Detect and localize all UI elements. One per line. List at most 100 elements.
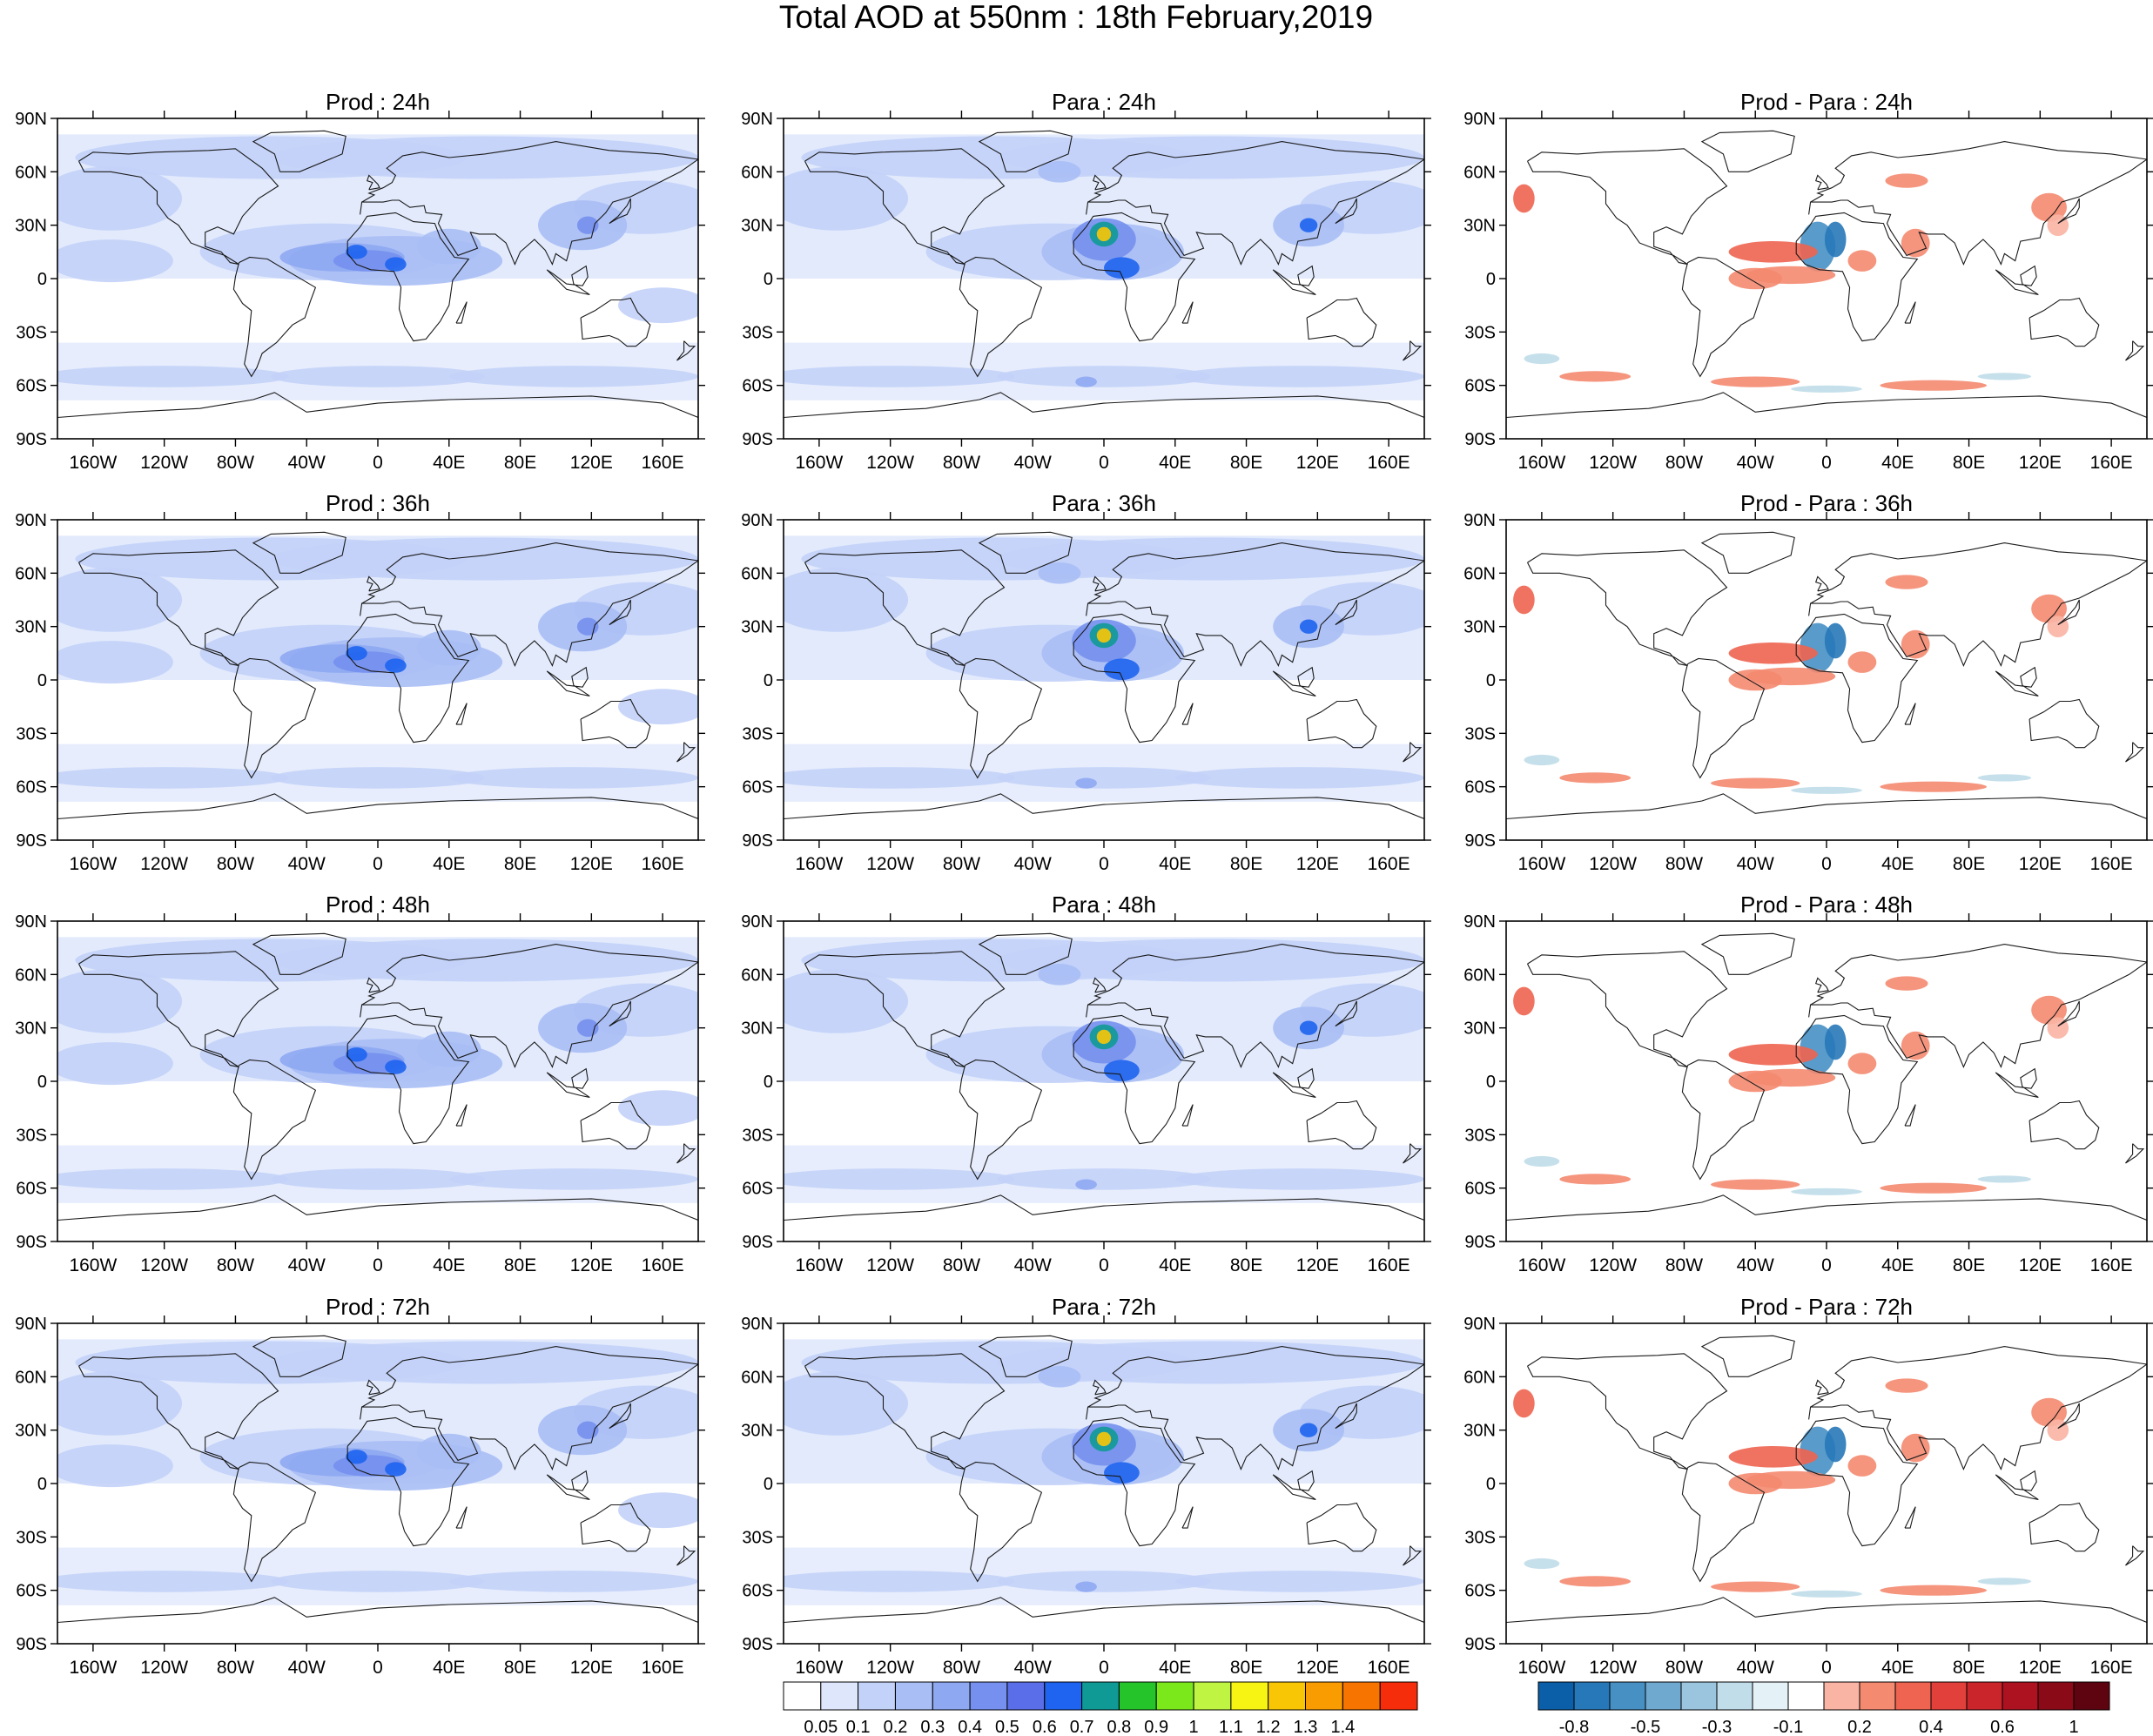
colorbar-label: 1: [1189, 1718, 1199, 1736]
lon-label: 160E: [642, 1255, 684, 1275]
lat-label: 90N: [1463, 1315, 1496, 1334]
coastline-indonesia: [546, 1067, 590, 1098]
lon-label: 40W: [1014, 1658, 1052, 1678]
aod-blob: [271, 537, 698, 581]
lon-label: 120W: [1589, 453, 1637, 473]
lat-label: 90N: [1463, 511, 1496, 530]
coastline-madagascar: [1181, 703, 1194, 725]
aod-blob: [1174, 767, 1424, 789]
colorbar-box: [820, 1681, 859, 1711]
aod-blob: [1174, 1571, 1424, 1592]
field-layer: [784, 921, 1424, 1241]
aod-blob: [1299, 1423, 1318, 1437]
coastline-africa: [346, 212, 470, 342]
lat-label: 90N: [15, 511, 47, 530]
diff-blob: [1711, 777, 1800, 789]
coastline-japan: [609, 1403, 631, 1430]
aod-blob: [271, 939, 698, 982]
lon-label: 160W: [69, 854, 117, 874]
lon-label: 120E: [1296, 453, 1339, 473]
coastlines: [1506, 130, 2147, 419]
aod-blob: [1096, 1029, 1112, 1045]
colorbar-label: 0.9: [1144, 1718, 1168, 1736]
diff-blob: [1824, 221, 1847, 258]
lon-label: 120W: [1589, 854, 1637, 874]
coastline-australia: [1306, 1100, 1377, 1150]
lat-label: 30N: [15, 1422, 47, 1441]
aod-blob: [57, 1168, 289, 1190]
lat-label: 90S: [16, 1233, 47, 1252]
aod-blob: [1104, 1462, 1140, 1484]
lon-label: 40W: [1737, 1255, 1774, 1275]
aod-blob: [57, 969, 183, 1033]
aod-blob: [57, 1042, 173, 1086]
lon-label: 40W: [1014, 453, 1052, 473]
coastline-australia: [2029, 297, 2100, 347]
diff-blob: [1847, 250, 1877, 272]
lat-label: 0: [1486, 270, 1496, 289]
lat-label: 60S: [742, 377, 773, 396]
lat-label: 90N: [15, 110, 47, 129]
aod-blob: [448, 1168, 698, 1190]
diff-blob: [1791, 385, 1862, 393]
coastline-southAmerica: [1681, 657, 1766, 779]
coastline-britain: [1814, 575, 1829, 592]
lat-label: 30S: [16, 323, 47, 342]
aod-blob: [784, 366, 1015, 387]
coastline-britain: [367, 977, 380, 993]
diff-blob: [1847, 1053, 1877, 1074]
aod-blob: [1038, 562, 1081, 584]
lon-label: 80W: [217, 1255, 254, 1275]
diff-blob: [2031, 594, 2068, 623]
lon-label: 40E: [1159, 453, 1191, 473]
aod-blob: [997, 136, 1424, 179]
lon-label: 0: [1099, 453, 1109, 473]
colorbar-label: 0.1: [846, 1718, 871, 1736]
field-layer: [1506, 1323, 2147, 1644]
colorbar-box: [1081, 1681, 1120, 1711]
aod-blob: [784, 1168, 1015, 1190]
lon-label: 40E: [1159, 854, 1191, 874]
figure-title: Total AOD at 550nm : 18th February,2019: [779, 0, 1373, 35]
diff-blob: [1711, 1581, 1800, 1592]
colorbars: 0.05 0.1 0.2 0.3 0.4 0.5 0.6 0.7 0.8 0.9 1 1.1 1.2 1.…: [783, 1681, 2110, 1736]
coastline-antarctica: [784, 793, 1424, 820]
field-layer: [784, 520, 1424, 840]
coastline-antarctica: [784, 1194, 1424, 1221]
map-panel: Prod - Para : 48h90N60N30N030S60S90S160W…: [1463, 892, 2153, 1275]
coastline-madagascar: [455, 301, 468, 324]
diff-blob: [1977, 774, 2032, 782]
diff-blob: [1559, 371, 1632, 382]
lat-label: 30S: [1464, 1528, 1496, 1547]
field-layer: [1506, 520, 2147, 840]
coastline-africa: [346, 1416, 470, 1547]
coastline-indonesia: [1995, 666, 2039, 696]
colorbar-label: -0.1: [1773, 1718, 1803, 1736]
lat-label: 0: [37, 1073, 47, 1092]
colorbar-box: [969, 1681, 1008, 1711]
field-layer: [57, 1323, 698, 1644]
aod-blob: [1174, 1168, 1424, 1190]
map-panel: Prod - Para : 36h90N60N30N030S60S90S160W…: [1463, 490, 2153, 874]
lat-label: 60N: [1463, 564, 1496, 583]
lon-label: 160E: [1368, 453, 1410, 473]
colorbar-label: 0.05: [804, 1718, 838, 1736]
diff-blob: [1728, 1472, 1782, 1495]
coastline-greenland: [1700, 130, 1795, 172]
colorbar-label: -0.5: [1631, 1718, 1660, 1736]
coastline-southAmerica: [959, 1059, 1043, 1181]
colorbar-box: [1230, 1681, 1269, 1711]
diff-blob: [1728, 669, 1782, 691]
coastline-eurasia: [1086, 542, 1424, 668]
coastline-australia: [1306, 1502, 1377, 1552]
aod-blob: [1096, 226, 1112, 242]
colorbar-label: 1.4: [1330, 1718, 1355, 1736]
lon-label: 80E: [1230, 453, 1262, 473]
colorbar-box: [1155, 1681, 1194, 1711]
lat-label: 60N: [1463, 163, 1496, 182]
lon-label: 160E: [642, 854, 684, 874]
lon-label: 80W: [217, 854, 254, 874]
lon-label: 160E: [642, 453, 684, 473]
coastlines: [784, 932, 1424, 1221]
